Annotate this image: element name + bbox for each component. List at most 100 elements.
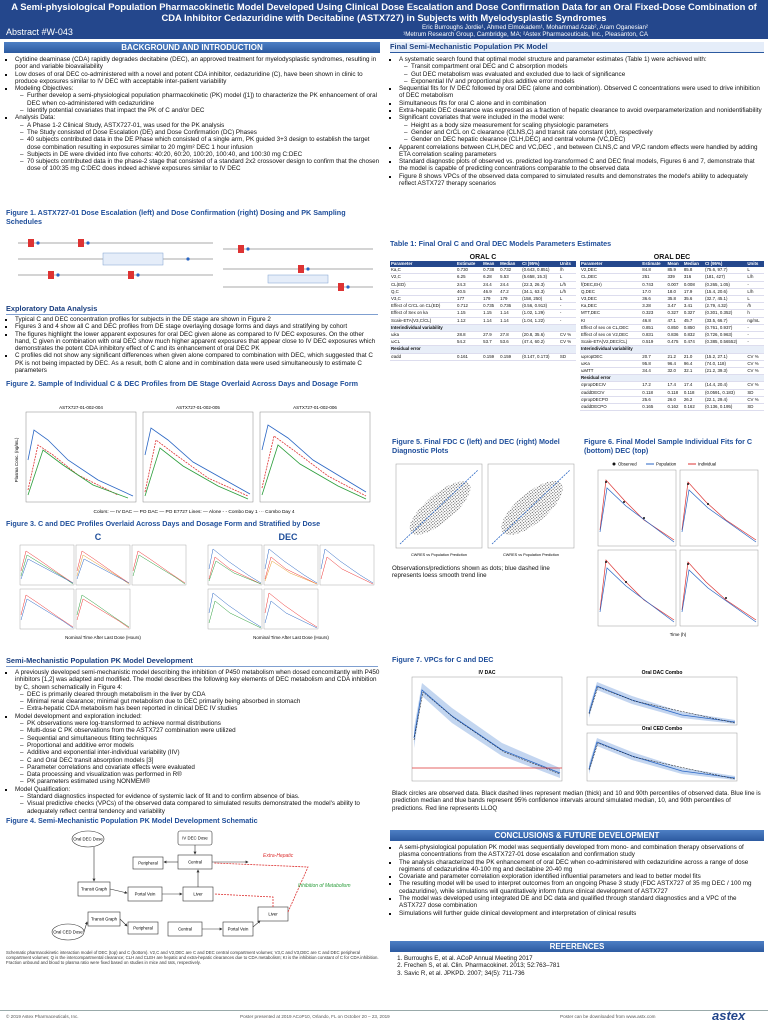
sub-bullet: Gut DEC metabolism was evaluated and exc… [404,71,764,79]
bullet: A systematic search found that optimal m… [399,56,764,85]
bullet-text: Covariate and parameter correlation expl… [399,873,701,881]
sub-bullet: Gender and CrCL on C clearance (CLNS,C) … [404,129,764,137]
table-cell: 27.9 [482,331,500,340]
node-label: Portal Vein [228,927,249,932]
table-row: ωCL 54.2 53.7 53.6 (47.4, 60.2) CV % [390,338,576,347]
table-cell: 46.9 [482,288,500,297]
table-cell: Effect of CrCL on CL(ED) [390,302,456,311]
table-cell: (0.761, 0.937) [704,324,747,333]
subsection-heading: Semi-Mechanistic Population PK Model Dev… [6,656,378,667]
table-row: Q,C 40.5 46.9 47.2 (34.1, 63.3) L/h [390,288,576,297]
column-header: Median [499,261,522,268]
bullet-text: Modeling Objectives: [15,85,74,93]
table-cell: f(DEC,EH) [580,281,642,289]
table-row: σaddDECPO 0.165 0.162 0.162 (0.136, 0.195) SD [580,403,764,412]
table-cell: 0.475 [666,338,683,347]
sub-bullet: PK parameters estimated using NONMEM® [20,778,380,786]
table-cell: V3,C [390,295,456,304]
table-cell: 0.732 [499,267,522,275]
table-cell: V2,C [390,273,456,282]
table-cell: 84.8 [641,267,667,275]
table-cell: - [558,317,576,325]
figure-note: Schematic pharmacokinetic interaction mo… [6,950,379,965]
subsection-heading: Exploratory Data Analysis [6,304,378,315]
section-heading: REFERENCES [390,941,764,952]
table-cell: 0.327 [682,309,704,318]
table-cell: 17.9 [682,288,704,297]
bullet: A previously developed semi-mechanistic … [15,669,380,713]
table-cell: (0.56, 0.913) [521,302,559,311]
figure-1 [8,229,380,301]
table-cell: 17.4 [666,381,683,390]
table-cell: 0.736 [499,302,522,311]
table-cell: L [558,273,576,282]
table-cell: ng/mL [746,317,764,325]
table-cell: L/h [746,288,764,297]
table-cell: 32.0 [666,367,683,376]
table-cell: 0.831 [641,331,667,340]
panel-title: IV DAC [479,670,496,676]
table-cell: 179 [482,295,500,304]
table-cell: 3.41 [682,302,704,311]
sub-bullet: PK observations were log-transformed to … [20,720,380,728]
table-cell: σpropDECIV [580,381,642,390]
table-cell: 0.162 [666,403,683,412]
table-cell: 0.836 [666,331,683,340]
header: A Semi-physiological Population Pharmaco… [0,0,768,39]
table-cell: 21.0 [682,353,704,361]
bullet-text: Apparent correlations between CLH,DEC an… [399,143,758,158]
table-cell: 177 [456,295,483,304]
table-cell: 1.15 [456,309,483,318]
table-row: σadd 0.161 0.159 0.159 (0.147, 0.173) SD [390,353,576,361]
panel: ASTX727-01-002-004 [25,405,137,503]
table-cell: 96.4 [682,360,704,369]
reference-list: Burroughs E, et al. ACoP Annual Meeting … [390,955,768,977]
panels [411,676,738,782]
bullet-text: The figures highlight the lower apparent… [15,330,376,353]
axis-label: Plasma Conc. (ng/mL) [14,437,19,482]
sub-bullet: Exponential IIV and proportional plus ad… [404,78,764,86]
bullet: The resulting model will be used to inte… [399,880,764,895]
table-cell: (20.8, 35.6) [521,331,559,340]
table-row: Residual error [390,345,576,354]
table-cell: 179 [499,295,522,304]
logo: astex [712,1008,746,1023]
table-cell: 0.730 [456,267,483,275]
table-row: Ka,DEC 3.28 3.47 3.41 (2.79, 4.32)/h [580,302,764,311]
bullet-text: Low doses of oral DEC co-administered wi… [15,70,363,85]
table-block: ORAL DEC Parameter Estimate Mean Median CI (9… [580,254,764,412]
legend: Colors: — IV DAC — PO DAC — PO E7727 Lin… [93,509,294,515]
table-cell: 0.474 [682,338,704,347]
table-caption: Table 1: Final Oral C and Oral DEC Model… [390,239,612,248]
bullet-text: Figures 3 and 4 show all C and DEC profi… [15,323,348,331]
table-cell: - [746,331,764,340]
table-cell: 53.7 [482,338,500,347]
sub-bullet: Further develop a semi-physiological pop… [20,92,380,107]
legend-label: Individual [698,462,716,467]
footer: © 2019 Astex Pharmaceuticals, Inc. Poste… [0,1008,768,1025]
bullet: Cytidine deaminase (CDA) rapidly degrade… [15,56,380,71]
sub-bullet: C and Oral DEC transit absorption models… [20,757,380,765]
table-block: ORAL C Parameter Estimate Mean Median CI (95%… [390,254,576,361]
section-row: Interindividual variability [580,345,764,354]
sub-bullet: Additive and exponential inter-individua… [20,749,380,757]
sub-bullet: Gender on DEC hepatic clearance (CLH,DEC… [404,136,764,144]
table-row: Q,DEC 17.0 18.0 17.9 (15.4, 20.6) L/h [580,288,764,297]
panel-title: ASTX727-01-002-004 [59,405,103,410]
sub-bullets: Transit compartment oral DEC and C absor… [399,63,764,85]
table-cell: 339 [666,273,683,282]
table-cell: (2.79, 4.32) [704,302,747,311]
table-cell: 47.2 [499,288,522,297]
sub-bullets: A Phase 1-2 Clinical Study, ASTX727-01, … [15,122,380,173]
facet-grid [19,544,375,630]
table-row: ωKa 95.8 96.4 96.4 (74.0, 118) CV % [580,360,764,369]
sub-bullet: Extra-hepatic CDA metabolism has been re… [20,705,380,713]
bullet-list: A semi-physiological population PK model… [388,844,764,917]
table-row: Scale-ETA(V2,DEC/CL) 0.519 0.475 0.474 (0.38… [580,338,764,347]
node-label: Transit Graph [81,887,108,892]
column-header: Estimate [641,261,667,268]
node-label: Liver [193,892,203,897]
table-cell: 96.4 [666,360,683,369]
bullet: Low doses of oral DEC co-administered wi… [15,71,380,86]
